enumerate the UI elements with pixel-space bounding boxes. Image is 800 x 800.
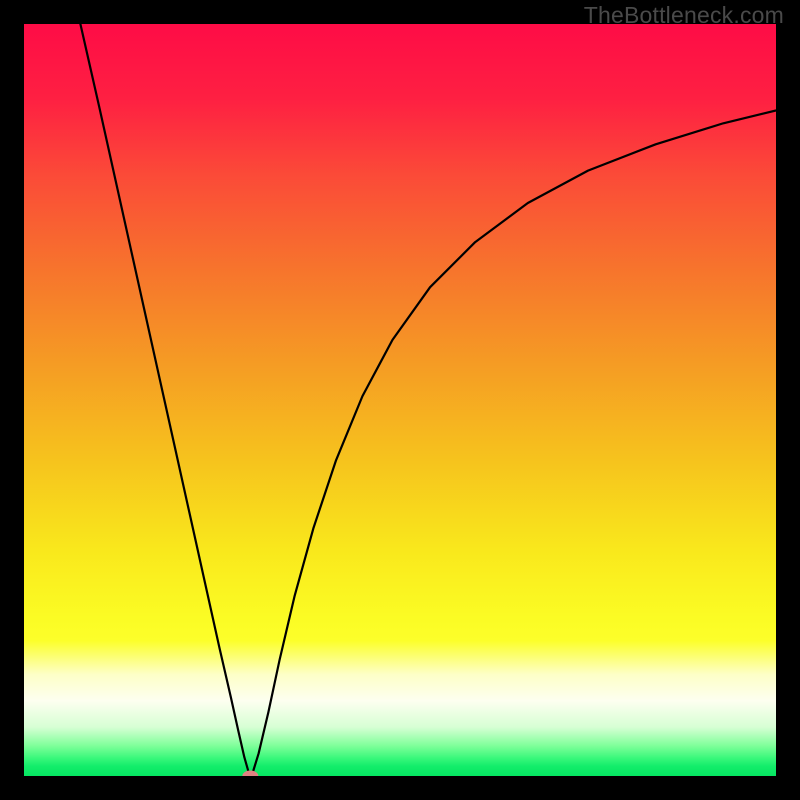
- chart-svg: [24, 24, 776, 776]
- gradient-background: [24, 24, 776, 776]
- plot-area: [24, 24, 776, 776]
- outer-frame: TheBottleneck.com: [0, 0, 800, 800]
- watermark-text: TheBottleneck.com: [584, 2, 784, 29]
